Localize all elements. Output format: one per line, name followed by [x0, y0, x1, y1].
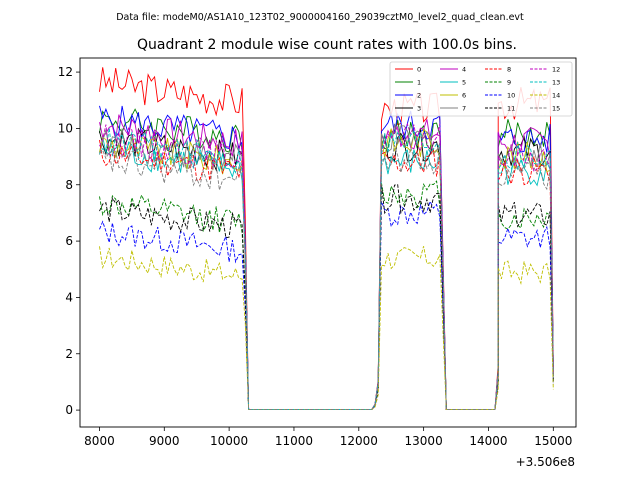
legend-label-7: 7 — [462, 104, 466, 112]
legend-label-10: 10 — [507, 91, 515, 99]
chart-suptitle: Data file: modeM0/AS1A10_123T02_90000041… — [116, 12, 524, 23]
y-tick-label: 2 — [65, 347, 73, 361]
legend-label-4: 4 — [462, 65, 466, 73]
legend-label-12: 12 — [552, 65, 560, 73]
chart-title: Quadrant 2 module wise count rates with … — [137, 37, 517, 53]
y-tick-label: 4 — [65, 290, 73, 304]
series-layer — [99, 67, 554, 410]
legend-label-1: 1 — [417, 78, 421, 86]
legend-label-15: 15 — [552, 104, 560, 112]
x-tick-label: 10000 — [210, 434, 248, 448]
y-tick-label: 6 — [65, 234, 73, 248]
legend-label-13: 13 — [552, 78, 560, 86]
plot-frame — [79, 57, 577, 428]
legend-label-11: 11 — [507, 104, 515, 112]
legend-frame — [389, 61, 573, 117]
y-tick-label: 12 — [58, 65, 73, 79]
x-tick-label: 15000 — [534, 434, 572, 448]
legend-label-0: 0 — [417, 65, 421, 73]
legend-label-6: 6 — [462, 91, 466, 99]
x-tick-label: 12000 — [340, 434, 378, 448]
x-tick-label: 8000 — [84, 434, 115, 448]
legend-label-8: 8 — [507, 65, 511, 73]
x-tick-label: 11000 — [275, 434, 313, 448]
x-tick-label: 9000 — [149, 434, 180, 448]
x-offset-label: +3.506e8 — [516, 455, 575, 469]
plot-area — [80, 58, 576, 427]
legend-label-14: 14 — [552, 91, 560, 99]
legend-label-5: 5 — [462, 78, 466, 86]
x-tick-label: 14000 — [469, 434, 507, 448]
y-tick-label: 0 — [65, 403, 73, 417]
x-tick-label: 13000 — [405, 434, 443, 448]
legend-label-9: 9 — [507, 78, 511, 86]
legend-label-3: 3 — [417, 104, 421, 112]
ticks-layer: 8000 9000 10000 11000 12000 13000 14000 15000 0 2… — [58, 65, 573, 448]
y-tick-label: 8 — [65, 178, 73, 192]
series-line-15 — [99, 144, 554, 410]
legend-label-2: 2 — [417, 91, 421, 99]
series-line-11 — [99, 184, 554, 410]
y-tick-label: 10 — [58, 121, 73, 135]
